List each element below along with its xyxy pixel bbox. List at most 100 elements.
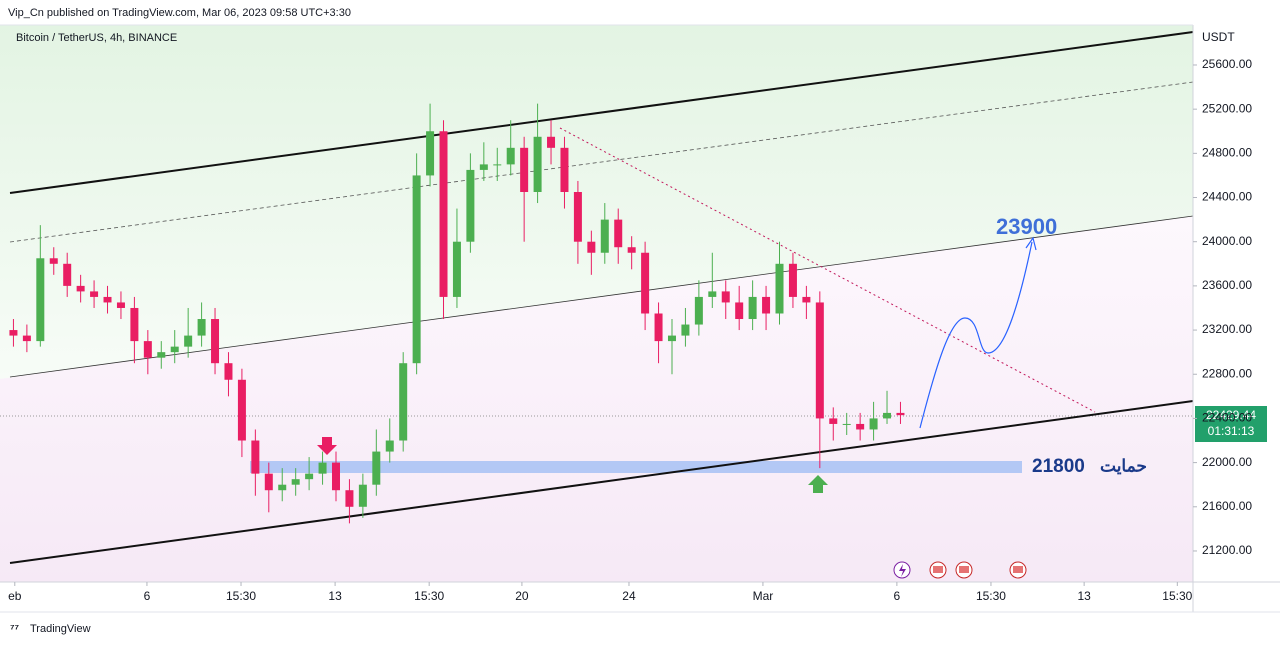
candle-body (197, 319, 206, 336)
candle-body (842, 423, 851, 425)
candle-body (143, 341, 152, 358)
channel-quarter (9, 81, 1194, 243)
x-tick-label: 6 (144, 589, 151, 603)
y-tick-label: 21200.00 (1202, 543, 1252, 557)
y-tick-label: 23200.00 (1202, 322, 1252, 336)
y-tick-label: 24800.00 (1202, 146, 1252, 160)
up-arrow (808, 475, 828, 493)
candle-body (493, 164, 502, 166)
candle-body (708, 291, 717, 297)
candle-body (627, 247, 636, 253)
candle-body (170, 346, 179, 353)
footer-brand: TradingView (30, 623, 91, 635)
projection-curve (919, 241, 1033, 429)
candle-body (815, 302, 824, 419)
y-tick-label: 22800.00 (1202, 366, 1252, 380)
channel-mid (9, 215, 1194, 378)
candle-body (278, 484, 287, 491)
y-tick-label: 22000.00 (1202, 455, 1252, 469)
candle-body (412, 175, 421, 364)
y-axis-label: USDT (1202, 30, 1235, 44)
candle-body (573, 192, 582, 242)
logo-mark: ⁷⁷ (10, 623, 20, 635)
candle-body (748, 296, 757, 320)
candle-body (641, 252, 650, 314)
candle-body (237, 379, 246, 441)
candle-body (9, 330, 18, 336)
candle-body (667, 335, 676, 342)
channel-bottom (9, 400, 1194, 564)
candle-body (358, 484, 367, 507)
candle-body (372, 451, 381, 485)
upper-zone (0, 25, 1193, 379)
x-tick-label: 13 (1077, 589, 1091, 603)
y-tick-label: 25200.00 (1202, 101, 1252, 115)
candle-body (856, 423, 865, 430)
candle-body (318, 462, 327, 474)
target-label: 23900 (996, 214, 1057, 239)
candle-body (520, 147, 529, 193)
candle-body (211, 319, 220, 364)
symbol-title: Bitcoin / TetherUS, 4h, BINANCE (16, 32, 177, 44)
y-tick-label: 25600.00 (1202, 57, 1252, 71)
y-tick-label: 22400.00 (1202, 411, 1252, 425)
candle-body (399, 363, 408, 441)
candle-body (829, 418, 838, 424)
candle-body (36, 258, 45, 342)
candle-body (130, 307, 139, 342)
candle-body (264, 473, 273, 491)
candle-body (614, 219, 623, 248)
projection-arrowhead (1025, 236, 1037, 251)
candle-body (385, 440, 394, 452)
candle-body (452, 241, 461, 297)
candle-body (251, 440, 260, 474)
candle-body (63, 263, 72, 286)
x-tick-label: 6 (894, 589, 901, 603)
publisher: Vip_Cn published on TradingView.com, Mar… (8, 7, 351, 19)
candle-body (600, 219, 609, 253)
lower-zone (0, 216, 1193, 582)
candle-body (224, 363, 233, 380)
candle-body (90, 291, 99, 297)
candle-body (184, 335, 193, 347)
support-label: حمایت (1100, 456, 1147, 475)
candle-body (802, 296, 811, 303)
candle-body (735, 302, 744, 320)
x-tick-label: eb (8, 589, 22, 603)
candle-body (116, 302, 125, 308)
y-tick-label: 24000.00 (1202, 234, 1252, 248)
candle-body (896, 412, 905, 416)
x-tick-label: 24 (622, 589, 636, 603)
candle-body (479, 164, 488, 170)
candle-body (533, 136, 542, 193)
candle-body (291, 479, 300, 485)
candle-body (869, 418, 878, 430)
x-tick-label: 13 (328, 589, 342, 603)
candle-body (305, 473, 314, 480)
candle-body (788, 263, 797, 297)
candle-body (345, 490, 354, 507)
x-tick-label: 20 (515, 589, 529, 603)
y-tick-label: 23600.00 (1202, 278, 1252, 292)
candle-body (681, 324, 690, 336)
candle-body (331, 462, 340, 491)
event-icons (893, 561, 1027, 579)
down-trendline (559, 127, 1096, 413)
candle-body (775, 263, 784, 314)
countdown: 01:31:13 (1208, 424, 1255, 438)
support-zone (250, 461, 1022, 473)
candle-body (439, 131, 448, 297)
candle-body (654, 313, 663, 342)
x-tick-label: Mar (753, 589, 774, 603)
channel-top (9, 31, 1194, 194)
candle-body (762, 296, 771, 314)
x-tick-label: 15:30 (226, 589, 256, 603)
x-tick-label: 15:30 (414, 589, 444, 603)
candle-body (560, 147, 569, 193)
candle-body (466, 169, 475, 242)
support-value: 21800 (1032, 456, 1085, 477)
down-arrow (317, 437, 337, 455)
candle-body (49, 258, 58, 264)
